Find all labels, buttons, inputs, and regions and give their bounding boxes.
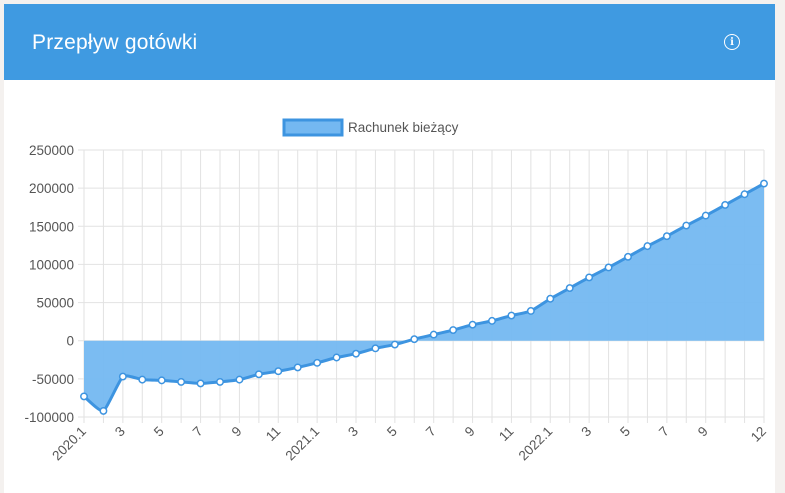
x-tick-label: 2020.1	[49, 424, 89, 464]
data-point	[701, 211, 710, 220]
x-tick-label: 7	[656, 424, 672, 440]
x-tick-label: 2022.1	[516, 424, 556, 464]
data-point	[585, 273, 594, 282]
legend[interactable]: Rachunek bieżący	[282, 118, 459, 137]
y-axis-labels: 250000 200000 150000 100000 50000 0 -50000 -100…	[24, 143, 74, 425]
cash-flow-area	[84, 183, 764, 412]
data-point	[643, 242, 652, 251]
x-tick-label: 3	[112, 424, 128, 440]
y-tick-label: -100000	[24, 410, 74, 425]
card-title: Przepływ gotówki	[32, 31, 198, 54]
data-point	[624, 252, 632, 261]
data-point	[235, 375, 244, 384]
data-point	[721, 200, 730, 209]
x-tick-label: 7	[190, 424, 206, 440]
x-tick-label: 12	[748, 424, 769, 445]
data-point	[488, 316, 496, 325]
x-tick-label: 5	[151, 424, 167, 440]
y-tick-label: 250000	[29, 143, 74, 158]
data-point	[410, 335, 419, 344]
data-point	[254, 370, 263, 379]
legend-swatch	[282, 118, 344, 137]
data-point	[740, 190, 749, 199]
y-tick-label: 100000	[29, 257, 74, 272]
data-point	[604, 263, 613, 272]
data-points	[80, 179, 768, 415]
card-header: Przepływ gotówki i	[4, 4, 775, 80]
data-point	[157, 376, 166, 385]
x-tick-label: 5	[617, 424, 633, 440]
data-point	[468, 320, 477, 329]
y-tick-label: 200000	[29, 181, 74, 196]
x-tick-label: 9	[462, 424, 478, 440]
data-point	[177, 377, 186, 386]
data-point	[216, 377, 224, 386]
x-tick-label: 9	[695, 424, 711, 440]
legend-label: Rachunek bieżący	[348, 120, 459, 135]
data-point	[274, 367, 283, 376]
data-point	[196, 379, 205, 388]
x-tick-label: 9	[229, 424, 245, 440]
data-point	[526, 307, 535, 315]
y-tick-label: 150000	[29, 219, 74, 234]
y-tick-label: 50000	[36, 296, 74, 311]
data-point	[138, 375, 147, 384]
data-point	[449, 326, 458, 334]
x-tick-label: 11	[496, 424, 517, 445]
data-point	[390, 340, 399, 349]
data-point	[99, 406, 108, 415]
data-point	[546, 294, 555, 303]
x-tick-label: 11	[263, 424, 284, 445]
data-point	[118, 372, 127, 381]
data-point	[682, 221, 691, 230]
y-tick-label: 0	[66, 334, 74, 349]
data-point	[565, 284, 574, 293]
x-axis-labels: 2020.1 3 5 7 9 11 2021.1 3 5 7 9 11 2022.1 3 5 7 9 12	[49, 424, 769, 464]
data-point	[313, 358, 322, 367]
x-tick-label: 7	[423, 424, 439, 440]
data-point	[429, 330, 438, 339]
data-point	[80, 392, 88, 401]
y-tick-label: -50000	[32, 372, 74, 387]
data-point	[293, 363, 302, 372]
x-tick-label: 3	[578, 424, 594, 440]
data-point	[662, 232, 671, 241]
x-tick-label: 2021.1	[282, 424, 322, 464]
x-tick-label: 3	[345, 424, 361, 440]
data-point	[507, 311, 516, 320]
info-icon[interactable]: i	[724, 34, 740, 50]
data-point	[760, 179, 768, 188]
data-point	[352, 349, 360, 358]
data-point	[371, 344, 380, 353]
x-tick-label: 5	[384, 424, 400, 440]
data-point	[332, 353, 341, 362]
